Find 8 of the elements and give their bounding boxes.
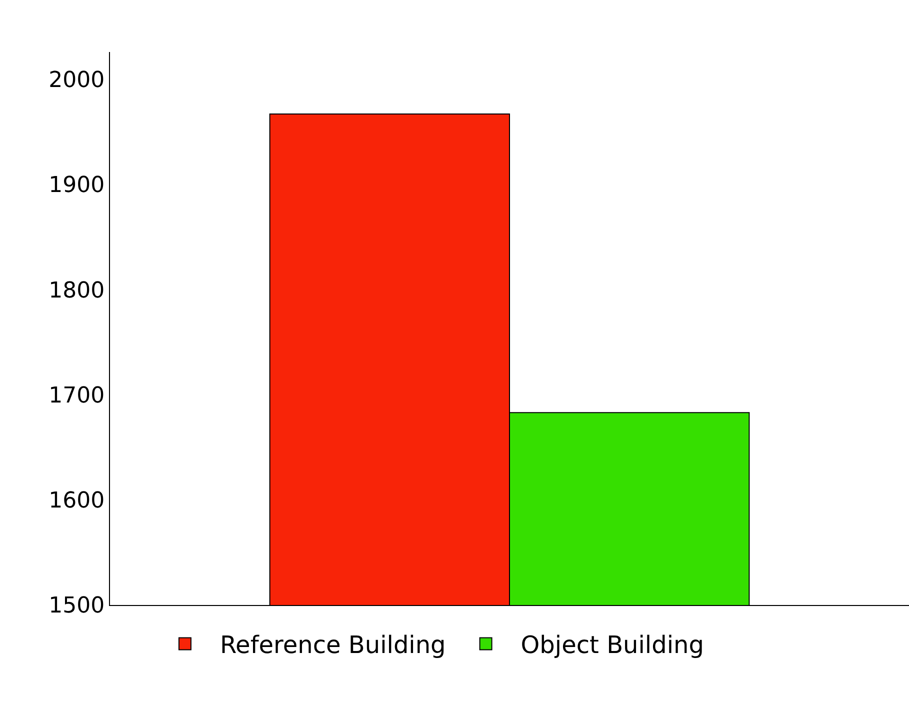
y-tick-label: 1900 <box>48 173 105 198</box>
y-tick-label: 1700 <box>48 383 105 408</box>
y-tick-label: 1600 <box>48 488 105 514</box>
y-tick-label: 2000 <box>48 68 105 94</box>
legend-label: Reference Building <box>220 631 446 660</box>
legend-label: Object Building <box>520 631 704 660</box>
y-tick-label: 1500 <box>48 594 105 619</box>
y-tick-label: 1800 <box>48 278 105 304</box>
